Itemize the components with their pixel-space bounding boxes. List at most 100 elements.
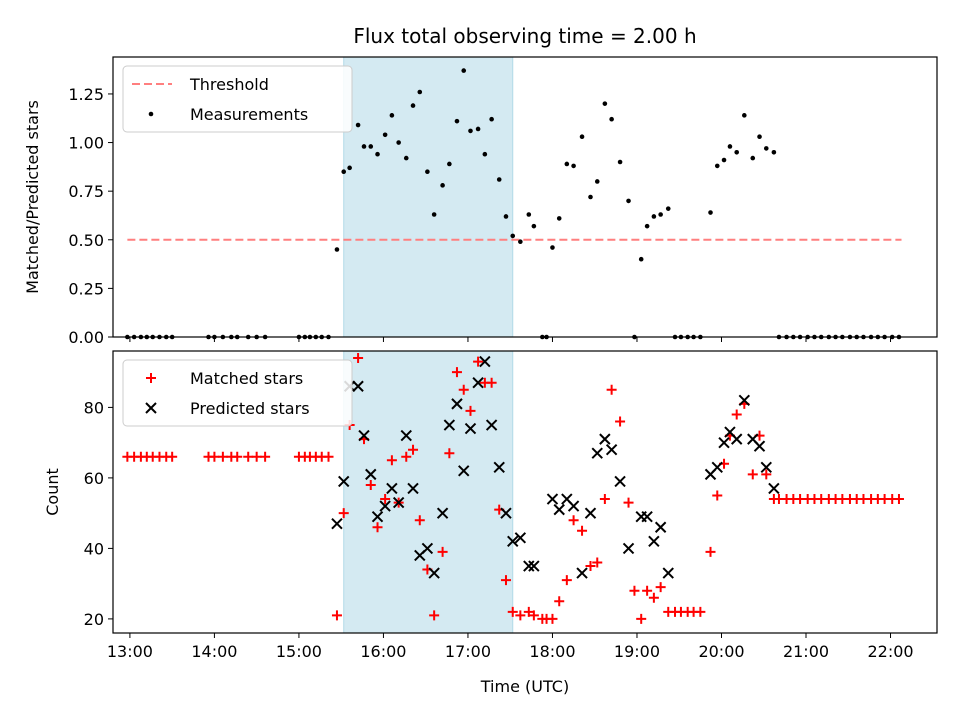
legend-entry-label: Threshold <box>189 75 269 94</box>
measurement-point <box>609 116 614 122</box>
shaded-observing-window <box>343 56 514 338</box>
matched-stars-point <box>486 377 497 388</box>
x-tick-label: 20:00 <box>698 642 744 661</box>
matched-stars-point <box>636 613 647 624</box>
matched-stars-point <box>648 592 659 603</box>
chart-title: Flux total observing time = 2.00 h <box>353 24 696 48</box>
matched-stars-point <box>731 409 742 420</box>
measurement-point <box>571 163 576 169</box>
measurement-point <box>389 113 395 118</box>
measurement-point <box>626 198 631 204</box>
predicted-stars-point <box>730 433 743 445</box>
matched-stars-point <box>473 356 484 367</box>
matched-stars-point <box>338 508 349 519</box>
matched-stars-point <box>260 451 271 462</box>
measurement-point <box>375 151 380 157</box>
predicted-stars-point <box>458 465 470 477</box>
y-tick-label: 0.50 <box>68 231 104 250</box>
predicted-stars-point <box>528 560 540 572</box>
matched-stars-point <box>444 448 455 459</box>
matched-stars-point <box>386 455 397 466</box>
x-tick-label: 18:00 <box>529 642 575 661</box>
legend-measurements-swatch <box>148 111 154 117</box>
measurement-point <box>708 210 713 215</box>
predicted-stars-point <box>338 475 350 488</box>
matched-stars-point <box>568 515 579 526</box>
measurement-point <box>425 169 430 175</box>
matched-stars-point <box>712 490 723 501</box>
measurement-point <box>714 163 720 169</box>
predicted-stars-point <box>622 542 635 555</box>
predicted-stars-point <box>584 507 597 519</box>
measurement-point <box>489 116 494 122</box>
measurement-point <box>602 101 608 106</box>
measurement-point <box>403 155 409 161</box>
measurement-point <box>526 212 532 217</box>
matched-stars-point <box>500 575 511 586</box>
predicted-stars-point <box>472 377 484 389</box>
measurement-point <box>531 223 537 229</box>
top-panel: 0.00 0.25 0.50 0.75 1.00 1.25 Matched/Predicte… <box>23 24 938 347</box>
measurement-point <box>396 140 401 145</box>
predicted-stars-point <box>443 419 456 431</box>
measurement-point <box>579 134 585 140</box>
measurement-point <box>742 113 747 118</box>
predicted-stars-point <box>400 429 412 442</box>
predicted-stars-point <box>500 507 512 519</box>
predicted-stars-point <box>567 500 580 512</box>
predicted-stars-point <box>553 503 565 516</box>
matched-stars-point <box>623 497 634 508</box>
axes-frame <box>112 56 938 338</box>
predicted-stars-point <box>485 419 498 431</box>
predicted-stars-point <box>392 496 405 509</box>
measurement-point <box>447 161 452 167</box>
matched-stars-point <box>331 610 342 621</box>
measurement-point <box>518 239 523 245</box>
series-measurements <box>125 68 902 340</box>
predicted-stars-point <box>753 440 766 452</box>
x-tick-label: 16:00 <box>360 642 406 661</box>
measurement-point <box>644 223 650 229</box>
measurement-point <box>496 177 502 182</box>
matched-stars-point <box>437 546 448 557</box>
predicted-stars-point <box>352 380 364 392</box>
matched-stars-point <box>353 353 364 364</box>
predicted-stars-point <box>768 482 780 495</box>
matched-stars-point <box>429 610 440 621</box>
measurement-point <box>556 216 562 221</box>
matched-stars-point <box>465 405 476 416</box>
measurement-point <box>482 151 488 157</box>
matched-stars-point <box>705 546 716 557</box>
matched-stars-point <box>251 451 262 462</box>
x-tick-label: 15:00 <box>276 642 322 661</box>
measurement-point <box>347 165 352 171</box>
measurement-point <box>461 68 467 73</box>
matched-stars-point <box>209 451 220 462</box>
matched-stars-point <box>695 606 706 617</box>
predicted-stars-point <box>614 475 626 488</box>
matched-stars-point <box>547 613 558 624</box>
measurement-point <box>410 103 416 108</box>
y-tick-label: 0.25 <box>68 279 104 298</box>
x-tick-label: 14:00 <box>191 642 237 661</box>
measurement-point <box>550 245 555 250</box>
x-tick-label: 17:00 <box>445 642 491 661</box>
x-tick-label: 22:00 <box>867 642 913 661</box>
predicted-stars-point <box>599 433 611 445</box>
matched-stars-point <box>893 494 904 505</box>
matched-stars-point <box>451 367 462 378</box>
matched-stars-point <box>615 416 626 427</box>
predicted-stars-point <box>358 429 370 442</box>
legend-box <box>122 359 353 427</box>
measurement-point <box>734 149 740 155</box>
predicted-stars-point <box>641 510 653 523</box>
predicted-stars-point <box>576 567 588 579</box>
series-matched-stars <box>122 353 904 624</box>
y-tick-label: 40 <box>84 539 104 558</box>
predicted-stars-point <box>523 560 535 572</box>
predicted-stars-point <box>386 482 398 495</box>
measurement-point <box>454 118 460 124</box>
matched-stars-point <box>606 384 617 395</box>
predicted-stars-point <box>546 493 559 505</box>
